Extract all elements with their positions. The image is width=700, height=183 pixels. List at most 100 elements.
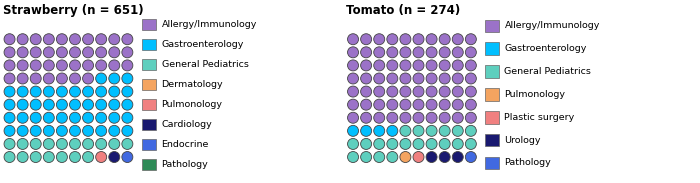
- Circle shape: [387, 138, 398, 150]
- Circle shape: [374, 138, 385, 150]
- Circle shape: [413, 86, 424, 97]
- Circle shape: [387, 60, 398, 71]
- Circle shape: [466, 73, 477, 84]
- Circle shape: [347, 73, 358, 84]
- Circle shape: [108, 99, 120, 110]
- Bar: [485, 42, 499, 55]
- Circle shape: [400, 86, 411, 97]
- Circle shape: [4, 99, 15, 110]
- Circle shape: [4, 47, 15, 58]
- Circle shape: [69, 125, 80, 136]
- Bar: [142, 79, 156, 90]
- Circle shape: [452, 112, 463, 123]
- Circle shape: [122, 86, 133, 97]
- Circle shape: [400, 99, 411, 110]
- Circle shape: [83, 47, 94, 58]
- Circle shape: [374, 86, 385, 97]
- Circle shape: [413, 138, 424, 150]
- Circle shape: [347, 112, 358, 123]
- Circle shape: [439, 86, 450, 97]
- Circle shape: [83, 86, 94, 97]
- Circle shape: [347, 125, 358, 136]
- Circle shape: [347, 34, 358, 45]
- Text: Dermatology: Dermatology: [162, 80, 223, 89]
- Text: General Pediatrics: General Pediatrics: [162, 60, 248, 69]
- Circle shape: [387, 125, 398, 136]
- Circle shape: [452, 138, 463, 150]
- Circle shape: [57, 112, 67, 123]
- Circle shape: [360, 152, 372, 163]
- Circle shape: [69, 138, 80, 150]
- Circle shape: [360, 138, 372, 150]
- Circle shape: [96, 99, 106, 110]
- Circle shape: [387, 86, 398, 97]
- Circle shape: [96, 86, 106, 97]
- Text: Gastroenterology: Gastroenterology: [505, 44, 587, 53]
- Circle shape: [43, 99, 55, 110]
- Circle shape: [122, 99, 133, 110]
- Circle shape: [466, 112, 477, 123]
- Circle shape: [374, 34, 385, 45]
- Circle shape: [96, 47, 106, 58]
- Circle shape: [96, 112, 106, 123]
- Circle shape: [30, 60, 41, 71]
- Circle shape: [69, 112, 80, 123]
- Circle shape: [426, 99, 437, 110]
- Circle shape: [122, 34, 133, 45]
- Circle shape: [347, 60, 358, 71]
- Circle shape: [400, 47, 411, 58]
- Circle shape: [452, 73, 463, 84]
- Circle shape: [69, 86, 80, 97]
- Circle shape: [426, 60, 437, 71]
- Circle shape: [413, 125, 424, 136]
- Circle shape: [69, 47, 80, 58]
- Circle shape: [374, 125, 385, 136]
- Circle shape: [400, 138, 411, 150]
- Circle shape: [347, 47, 358, 58]
- Circle shape: [43, 34, 55, 45]
- Circle shape: [30, 152, 41, 163]
- Circle shape: [466, 47, 477, 58]
- Circle shape: [17, 47, 28, 58]
- Circle shape: [387, 152, 398, 163]
- Circle shape: [400, 73, 411, 84]
- Circle shape: [400, 112, 411, 123]
- Text: Endocrine: Endocrine: [162, 140, 209, 149]
- Circle shape: [83, 60, 94, 71]
- Text: Urology: Urology: [505, 136, 541, 145]
- Circle shape: [57, 34, 67, 45]
- Circle shape: [96, 34, 106, 45]
- Circle shape: [83, 73, 94, 84]
- Circle shape: [4, 60, 15, 71]
- Circle shape: [426, 112, 437, 123]
- Text: Gastroenterology: Gastroenterology: [162, 40, 244, 49]
- Text: Allergy/Immunology: Allergy/Immunology: [162, 20, 257, 29]
- Circle shape: [69, 60, 80, 71]
- Circle shape: [122, 152, 133, 163]
- Circle shape: [69, 99, 80, 110]
- Circle shape: [57, 152, 67, 163]
- Circle shape: [17, 125, 28, 136]
- Bar: [142, 99, 156, 110]
- Circle shape: [43, 138, 55, 150]
- Circle shape: [466, 99, 477, 110]
- Text: Plastic surgery: Plastic surgery: [505, 113, 575, 122]
- Circle shape: [439, 60, 450, 71]
- Circle shape: [360, 60, 372, 71]
- Circle shape: [83, 34, 94, 45]
- Circle shape: [17, 99, 28, 110]
- Circle shape: [360, 73, 372, 84]
- Circle shape: [4, 138, 15, 150]
- Circle shape: [452, 86, 463, 97]
- Circle shape: [466, 152, 477, 163]
- Bar: [485, 156, 499, 169]
- Circle shape: [400, 34, 411, 45]
- Circle shape: [122, 112, 133, 123]
- Circle shape: [17, 73, 28, 84]
- Circle shape: [4, 152, 15, 163]
- Circle shape: [108, 125, 120, 136]
- Circle shape: [374, 47, 385, 58]
- Circle shape: [43, 47, 55, 58]
- Circle shape: [347, 99, 358, 110]
- Circle shape: [57, 47, 67, 58]
